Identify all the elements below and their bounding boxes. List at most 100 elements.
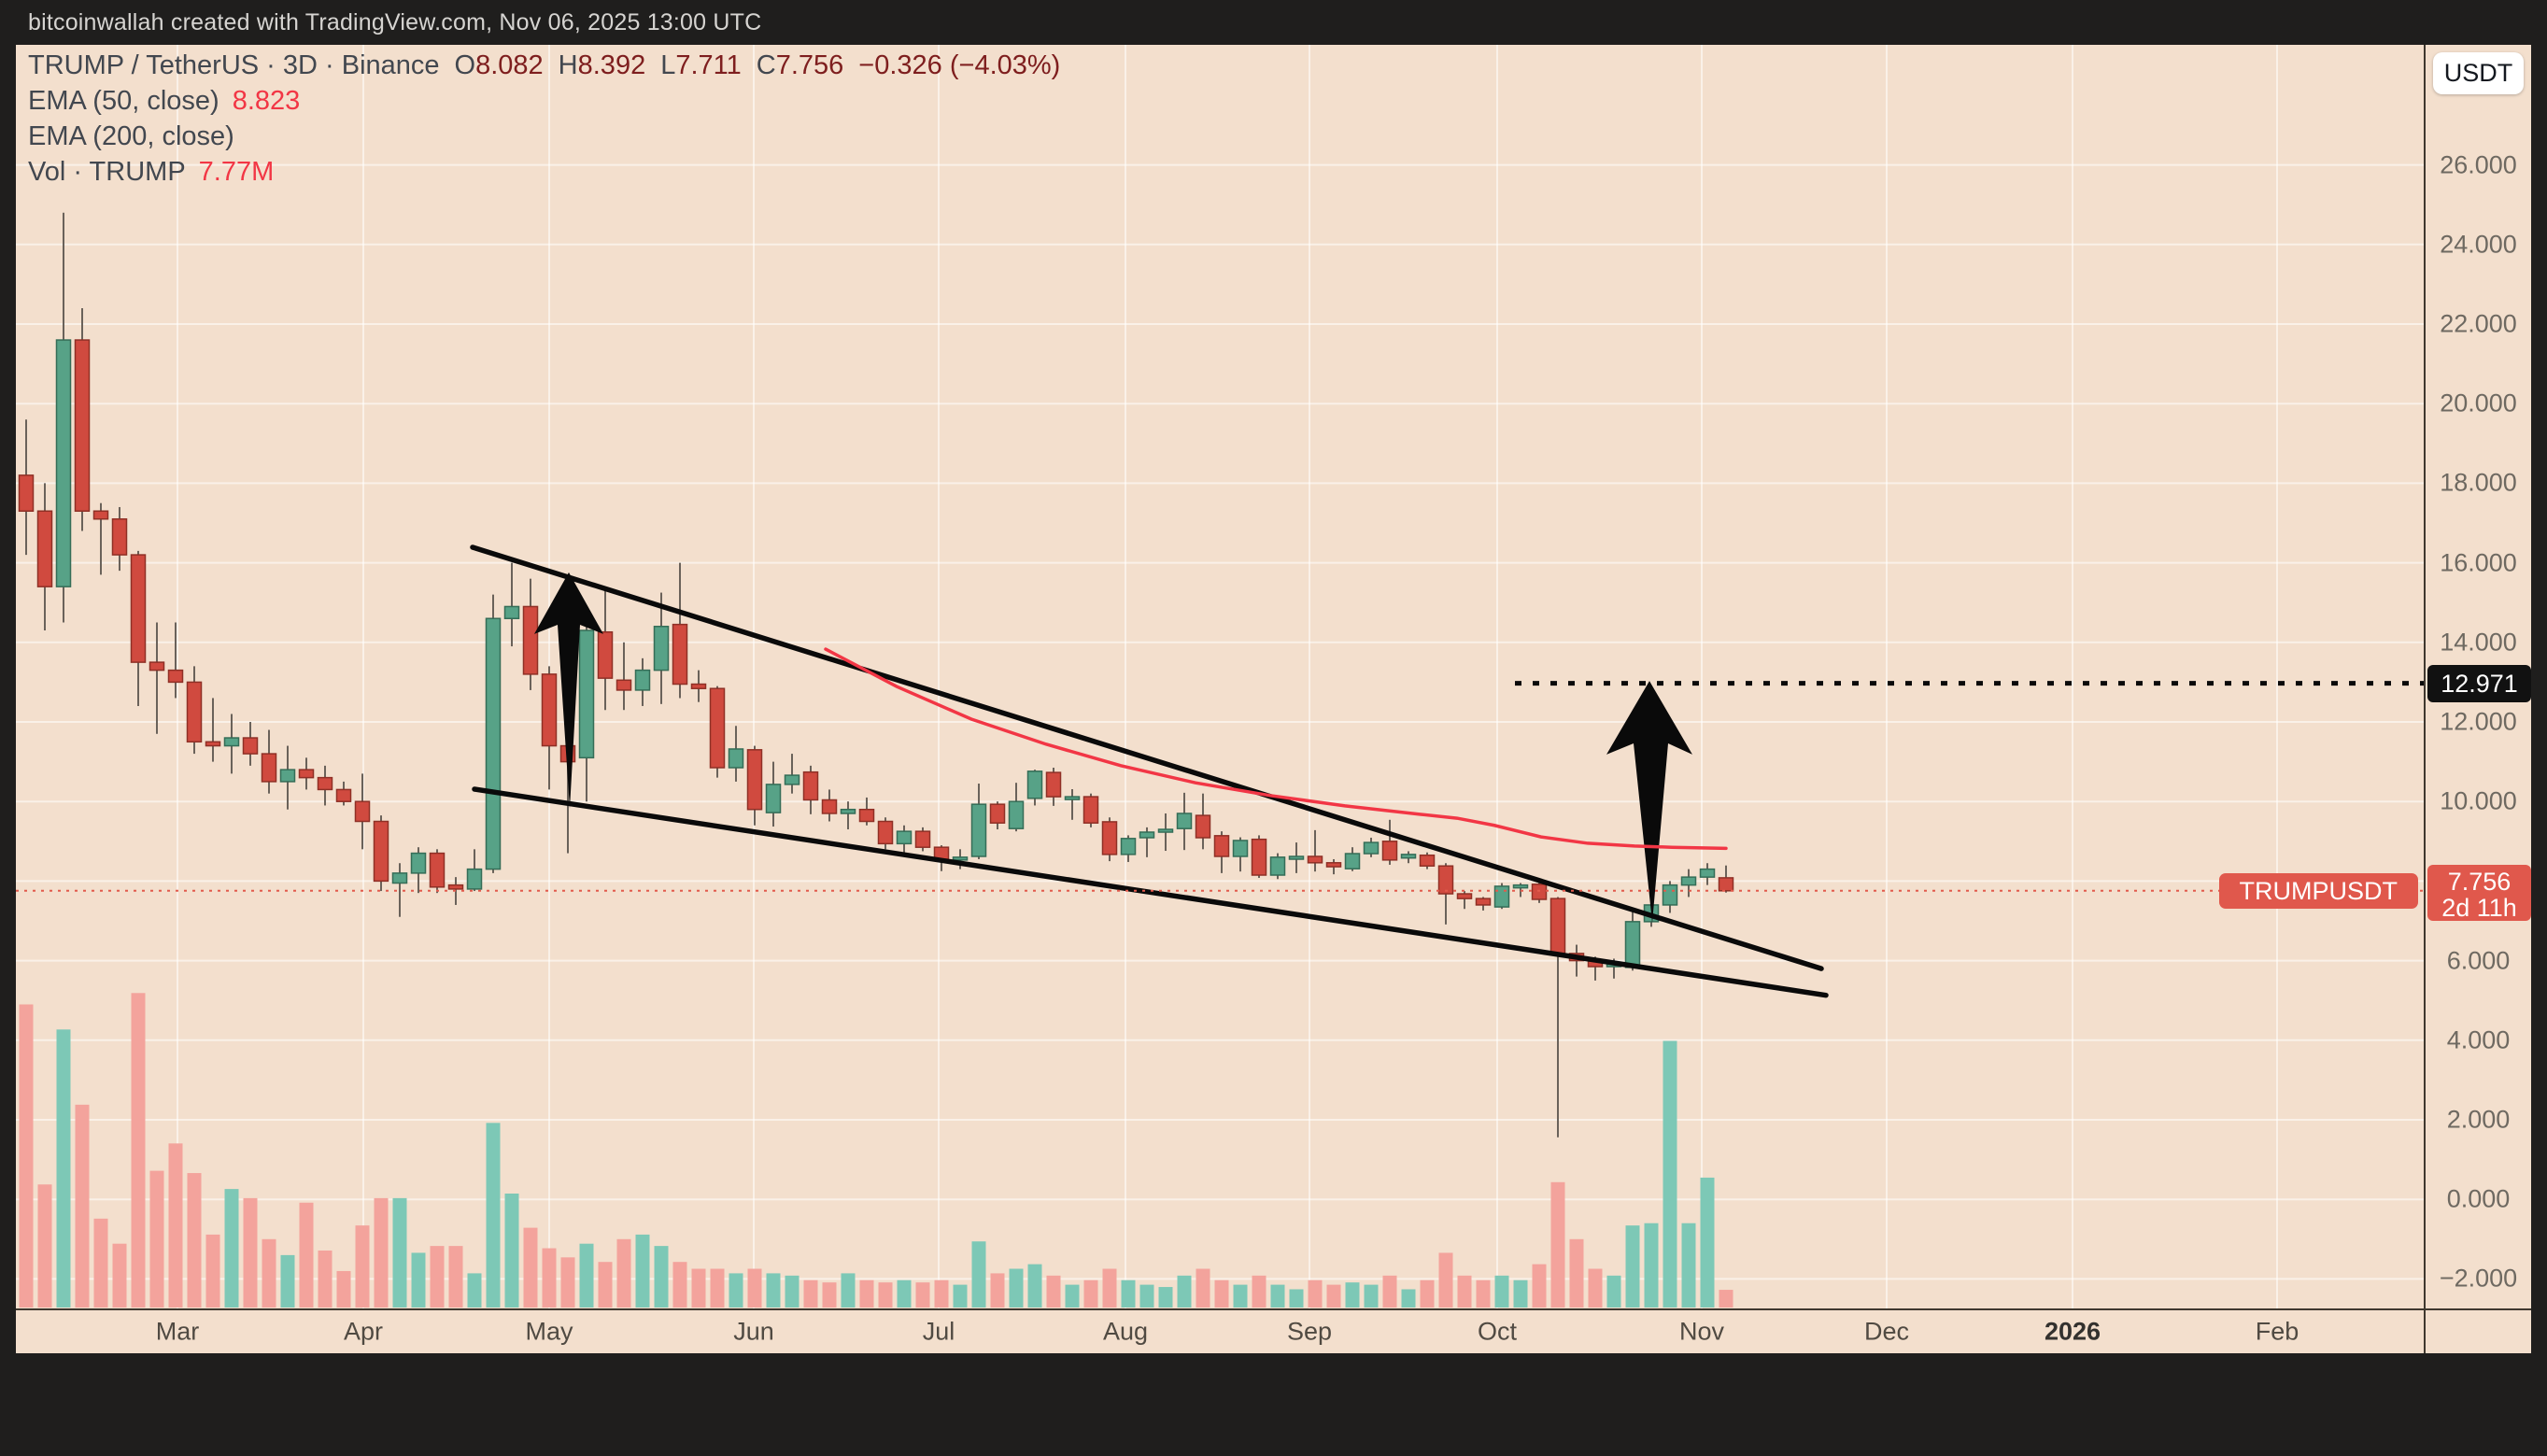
- volume-bar: [1270, 1284, 1285, 1308]
- last-price-symbol-pill: TRUMPUSDT: [2218, 872, 2418, 909]
- volume-bar: [747, 1268, 762, 1308]
- volume-bar: [1476, 1279, 1491, 1308]
- candle-body: [1288, 855, 1305, 860]
- candle-body: [1269, 856, 1286, 876]
- candle-body: [1176, 813, 1193, 829]
- volume-bar: [1065, 1284, 1080, 1308]
- candle-body: [802, 770, 819, 801]
- wedge-lower-trendline: [472, 786, 1829, 998]
- candle-body: [952, 856, 969, 861]
- volume-label[interactable]: Vol · TRUMP: [28, 157, 186, 187]
- time-axis-label: Mar: [155, 1317, 200, 1346]
- candlestick-chart[interactable]: [16, 45, 2424, 1308]
- time-axis-label: Sep: [1286, 1317, 1333, 1346]
- candle-body: [784, 774, 800, 785]
- price-axis-label: 4.000: [2446, 1025, 2511, 1054]
- volume-bar: [1438, 1252, 1453, 1308]
- price-axis-label: 26.000: [2440, 150, 2517, 179]
- ohlc-close-value: 7.756: [775, 50, 844, 80]
- volume-bar: [467, 1273, 482, 1308]
- price-axis-label: 2.000: [2446, 1105, 2511, 1134]
- candle-body: [1456, 893, 1473, 899]
- volume-bar: [691, 1268, 706, 1308]
- volume-bar: [504, 1194, 519, 1308]
- volume-bar: [486, 1123, 501, 1308]
- ohlc-high-value: 8.392: [577, 50, 646, 80]
- candle-body: [653, 626, 670, 671]
- price-axis-label: 24.000: [2440, 230, 2517, 259]
- up-arrow-annotation: [534, 572, 603, 809]
- volume-bar: [1681, 1223, 1696, 1308]
- candle-body: [616, 679, 632, 691]
- price-axis-label: 18.000: [2440, 468, 2517, 497]
- wedge-upper-trendline: [470, 544, 1824, 971]
- price-axis-label: 20.000: [2440, 389, 2517, 417]
- candle-body: [1493, 885, 1510, 908]
- price-axis[interactable]: USDT 26.000 24.000 22.000 20.000 18.000 16.00…: [2424, 45, 2531, 1353]
- candle-body: [840, 808, 856, 814]
- last-price-value: 7.756: [2447, 867, 2512, 896]
- volume-bar: [1289, 1289, 1304, 1308]
- volume-bar: [1214, 1279, 1229, 1308]
- volume-bar: [766, 1273, 781, 1308]
- candle-body: [1251, 838, 1267, 876]
- currency-toggle-button[interactable]: USDT: [2433, 52, 2524, 94]
- candle-body: [1026, 770, 1043, 799]
- volume-bar: [934, 1279, 949, 1308]
- ohlc-high-label: H: [558, 50, 578, 80]
- candle-body: [1400, 854, 1417, 859]
- candle-body: [877, 820, 894, 845]
- ohlc-close-label: C: [756, 50, 776, 80]
- price-axis-label: 6.000: [2446, 946, 2511, 975]
- volume-bar: [1046, 1275, 1061, 1308]
- time-axis[interactable]: Mar Apr May Jun Jul Aug Sep Oct Nov Dec 2026 Feb: [16, 1308, 2424, 1353]
- candle-body: [896, 830, 913, 845]
- volume-bar: [1139, 1284, 1154, 1308]
- candle-body: [1699, 868, 1716, 878]
- price-axis-label: −2.000: [2439, 1264, 2518, 1293]
- candle-body: [1082, 796, 1099, 824]
- volume-bar: [1700, 1177, 1715, 1308]
- candle-body: [1475, 898, 1492, 906]
- up-arrow-annotation: [1606, 681, 1692, 924]
- candle-body: [578, 629, 595, 759]
- candle-body: [373, 820, 389, 883]
- volume-bar: [1252, 1275, 1266, 1308]
- candle-body: [1437, 865, 1454, 895]
- volume-bar: [1606, 1275, 1621, 1308]
- plot-area[interactable]: TRUMP / TetherUS · 3D · Binance O 8.082 H…: [16, 45, 2424, 1308]
- legend-ema200-row: EMA (200, close): [28, 123, 1060, 150]
- time-axis-label: Aug: [1102, 1317, 1149, 1346]
- candle-body: [709, 687, 726, 769]
- volume-bar: [1382, 1275, 1397, 1308]
- volume-bar: [1177, 1275, 1192, 1308]
- volume-bar: [1102, 1268, 1117, 1308]
- bar-countdown: 2d 11h: [2441, 893, 2517, 922]
- candle-body: [1680, 876, 1697, 886]
- time-axis-label: Nov: [1678, 1317, 1725, 1346]
- volume-bar: [1513, 1279, 1528, 1308]
- candle-body: [36, 510, 53, 587]
- ema50-label[interactable]: EMA (50, close): [28, 86, 219, 116]
- candle-body: [634, 669, 651, 691]
- volume-bar: [1663, 1040, 1677, 1308]
- volume-bar: [785, 1275, 799, 1308]
- candle-body: [18, 474, 35, 512]
- volume-bar: [1027, 1264, 1042, 1308]
- symbol-title[interactable]: TRUMP / TetherUS · 3D · Binance: [28, 50, 440, 80]
- candle-body: [167, 669, 184, 684]
- ema200-label[interactable]: EMA (200, close): [28, 121, 234, 151]
- candle-body: [410, 852, 427, 874]
- volume-bar: [93, 1218, 108, 1308]
- candle-body: [1624, 921, 1641, 968]
- volume-bar: [430, 1246, 445, 1308]
- volume-bar: [897, 1279, 912, 1308]
- candle-body: [597, 630, 614, 679]
- volume-bar: [1494, 1275, 1509, 1308]
- ohlc-low-value: 7.711: [675, 50, 742, 80]
- volume-bar: [355, 1225, 370, 1308]
- volume-bar: [1550, 1181, 1565, 1308]
- candle-body: [1344, 853, 1361, 869]
- volume-bar: [1719, 1290, 1733, 1308]
